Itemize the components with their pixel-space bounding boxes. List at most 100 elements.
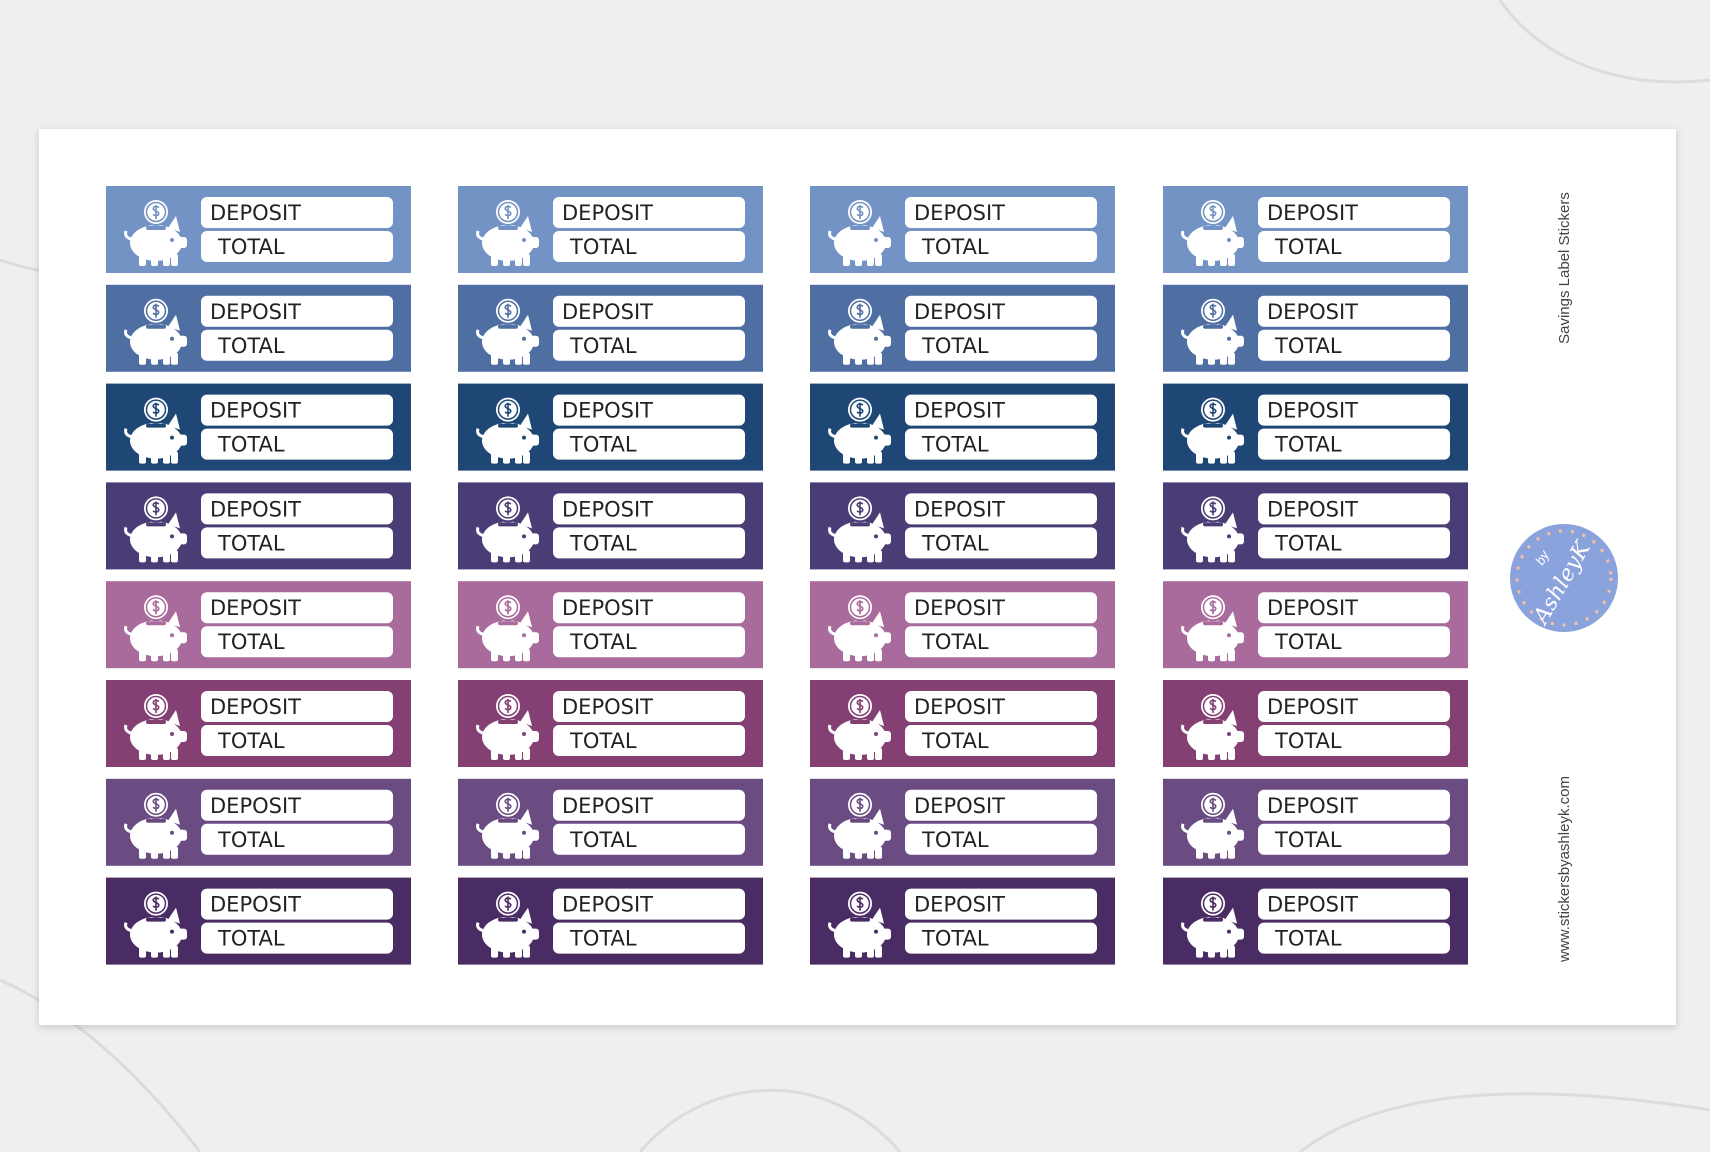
pig-body bbox=[482, 323, 534, 360]
pig-body bbox=[834, 323, 886, 360]
pig-tail bbox=[1181, 625, 1189, 636]
field-label: DEPOSIT bbox=[914, 794, 1005, 818]
pig-snout bbox=[178, 632, 187, 644]
field-label: TOTAL bbox=[921, 235, 989, 259]
pig-body bbox=[1187, 817, 1239, 854]
coin-rim bbox=[1202, 300, 1224, 322]
coin-symbol bbox=[856, 402, 864, 417]
pig-eye bbox=[522, 238, 526, 242]
coin-rim bbox=[849, 893, 871, 914]
pig-leg bbox=[163, 846, 170, 859]
label-field bbox=[905, 823, 1097, 855]
field-label: DEPOSIT bbox=[562, 794, 653, 818]
coin-rim bbox=[497, 596, 519, 618]
pig-leg bbox=[151, 352, 158, 365]
pig-leg bbox=[855, 649, 862, 662]
pig-leg bbox=[163, 352, 170, 365]
pig-body bbox=[834, 225, 886, 261]
pig-leg bbox=[1208, 254, 1215, 266]
coin-slot bbox=[498, 818, 518, 823]
pig-snout bbox=[1235, 533, 1244, 545]
coin-symbol bbox=[504, 896, 512, 911]
pig-snout bbox=[1235, 829, 1244, 841]
pig-leg bbox=[867, 649, 874, 662]
sticker: DEPOSIT TOTAL bbox=[458, 778, 763, 866]
pig-eye bbox=[170, 633, 174, 638]
field-label: DEPOSIT bbox=[562, 300, 653, 324]
piggy-icon bbox=[1181, 198, 1244, 266]
pig-ear bbox=[872, 512, 884, 529]
pig-body bbox=[834, 719, 886, 755]
pig-leg bbox=[875, 748, 882, 760]
pig-tail bbox=[1181, 823, 1189, 834]
coin-rim bbox=[145, 695, 167, 717]
label-field bbox=[1258, 888, 1450, 920]
label-field bbox=[1258, 922, 1450, 954]
piggy-icon bbox=[828, 395, 891, 464]
pig-eye bbox=[522, 830, 526, 835]
piggy-icon bbox=[476, 593, 539, 662]
coin-symbol bbox=[152, 205, 160, 219]
pig-eye bbox=[874, 929, 878, 934]
label-field bbox=[201, 888, 393, 920]
label-field bbox=[1258, 789, 1450, 821]
pig-eye bbox=[522, 534, 526, 539]
field-label: DEPOSIT bbox=[210, 300, 301, 324]
label-field bbox=[201, 725, 393, 756]
pig-leg bbox=[867, 451, 874, 464]
pig-ear bbox=[168, 611, 180, 628]
coin-symbol bbox=[1209, 600, 1217, 615]
pig-leg bbox=[523, 451, 530, 464]
field-label: TOTAL bbox=[217, 531, 285, 555]
pig-leg bbox=[843, 550, 850, 563]
pig-ear bbox=[168, 314, 180, 331]
field-label: DEPOSIT bbox=[210, 596, 301, 620]
pig-snout bbox=[178, 237, 187, 248]
pig-snout bbox=[1235, 335, 1244, 347]
pig-snout bbox=[530, 237, 539, 248]
coin-symbol bbox=[152, 402, 160, 417]
pig-leg bbox=[171, 352, 178, 365]
pig-eye bbox=[170, 929, 174, 934]
pig-eye bbox=[522, 732, 526, 736]
coin-rim bbox=[145, 399, 167, 420]
field-label: DEPOSIT bbox=[1267, 300, 1358, 324]
pig-eye bbox=[522, 435, 526, 440]
field-label: TOTAL bbox=[1274, 927, 1342, 951]
pig-leg bbox=[875, 352, 882, 365]
pig-leg bbox=[1228, 451, 1235, 464]
pig-eye bbox=[874, 435, 878, 440]
label-field bbox=[201, 329, 393, 361]
logo: by AshleyK bbox=[1510, 524, 1618, 632]
coin-symbol bbox=[152, 303, 160, 318]
pig-leg bbox=[171, 748, 178, 760]
pig-leg bbox=[1228, 748, 1235, 760]
pig-tail bbox=[476, 230, 484, 241]
pig-leg bbox=[867, 352, 874, 365]
piggy-icon bbox=[124, 296, 187, 365]
piggy-icon bbox=[828, 198, 891, 266]
sticker: DEPOSIT TOTAL bbox=[1163, 186, 1468, 273]
field-label: DEPOSIT bbox=[914, 893, 1005, 917]
coin-slot bbox=[1203, 423, 1223, 428]
pig-leg bbox=[1208, 550, 1215, 563]
pig-leg bbox=[515, 451, 522, 464]
pig-tail bbox=[828, 230, 836, 241]
label-field bbox=[1258, 626, 1450, 658]
pig-tail bbox=[828, 724, 836, 735]
pig-tail bbox=[124, 922, 132, 933]
pig-tail bbox=[1181, 724, 1189, 735]
label-field bbox=[553, 197, 745, 228]
coin-symbol bbox=[1209, 501, 1217, 516]
pig-eye bbox=[1227, 633, 1231, 638]
pig-leg bbox=[1196, 352, 1203, 365]
pig-leg bbox=[523, 352, 530, 365]
label-field bbox=[1258, 725, 1450, 756]
pig-leg bbox=[1196, 945, 1203, 958]
pig-eye bbox=[1227, 336, 1231, 341]
sticker: DEPOSIT TOTAL bbox=[810, 284, 1115, 372]
label-field bbox=[905, 329, 1097, 361]
pig-body bbox=[482, 422, 534, 459]
coin-slot bbox=[146, 226, 166, 230]
field-label: TOTAL bbox=[921, 433, 989, 457]
